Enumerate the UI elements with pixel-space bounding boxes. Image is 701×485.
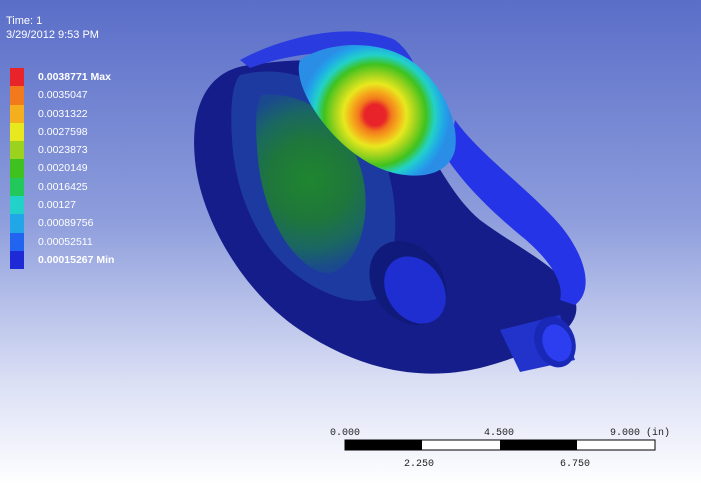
legend-label: 0.0031322 (38, 107, 88, 120)
legend-label: 0.0035047 (38, 89, 88, 102)
pin-boss (500, 315, 576, 372)
legend-label: 0.0027598 (38, 125, 88, 138)
legend-label: 0.00015267 Min (38, 253, 115, 266)
legend-label: 0.0023873 (38, 144, 88, 157)
legend-swatch (10, 104, 24, 123)
scale-label-q3: 6.750 (560, 459, 590, 470)
bore-hole (369, 241, 447, 325)
legend-swatch (10, 196, 24, 215)
scale-segment-1 (345, 440, 422, 450)
legend-swatch (10, 68, 24, 87)
legend-label: 0.00127 (38, 199, 76, 212)
scale-segment-3 (500, 440, 577, 450)
legend-swatch (10, 250, 24, 270)
result-header: Time: 1 3/29/2012 9:53 PM (6, 14, 99, 42)
legend-swatch (10, 232, 24, 251)
legend-swatch (10, 122, 24, 142)
legend-swatch (10, 177, 24, 197)
legend-swatch (10, 159, 24, 178)
timestamp-label: 3/29/2012 9:53 PM (6, 29, 99, 41)
scale-label-end: 9.000 (in) (610, 427, 670, 439)
time-label: Time: 1 (6, 15, 43, 27)
legend-swatch (10, 86, 24, 105)
legend-swatch (10, 214, 24, 233)
legend-label: 0.0038771 Max (38, 71, 111, 83)
scale-label-mid: 4.500 (484, 428, 514, 439)
legend-label: 0.0020149 (38, 162, 88, 175)
legend-label: 0.00089756 (38, 217, 94, 230)
legend-swatch (10, 141, 24, 160)
legend-label: 0.00052511 (38, 235, 93, 248)
scale-label-0: 0.000 (330, 428, 360, 439)
legend-label: 0.0016425 (38, 180, 88, 193)
stress-hotspot (298, 45, 456, 176)
scale-label-q1: 2.250 (404, 459, 434, 470)
